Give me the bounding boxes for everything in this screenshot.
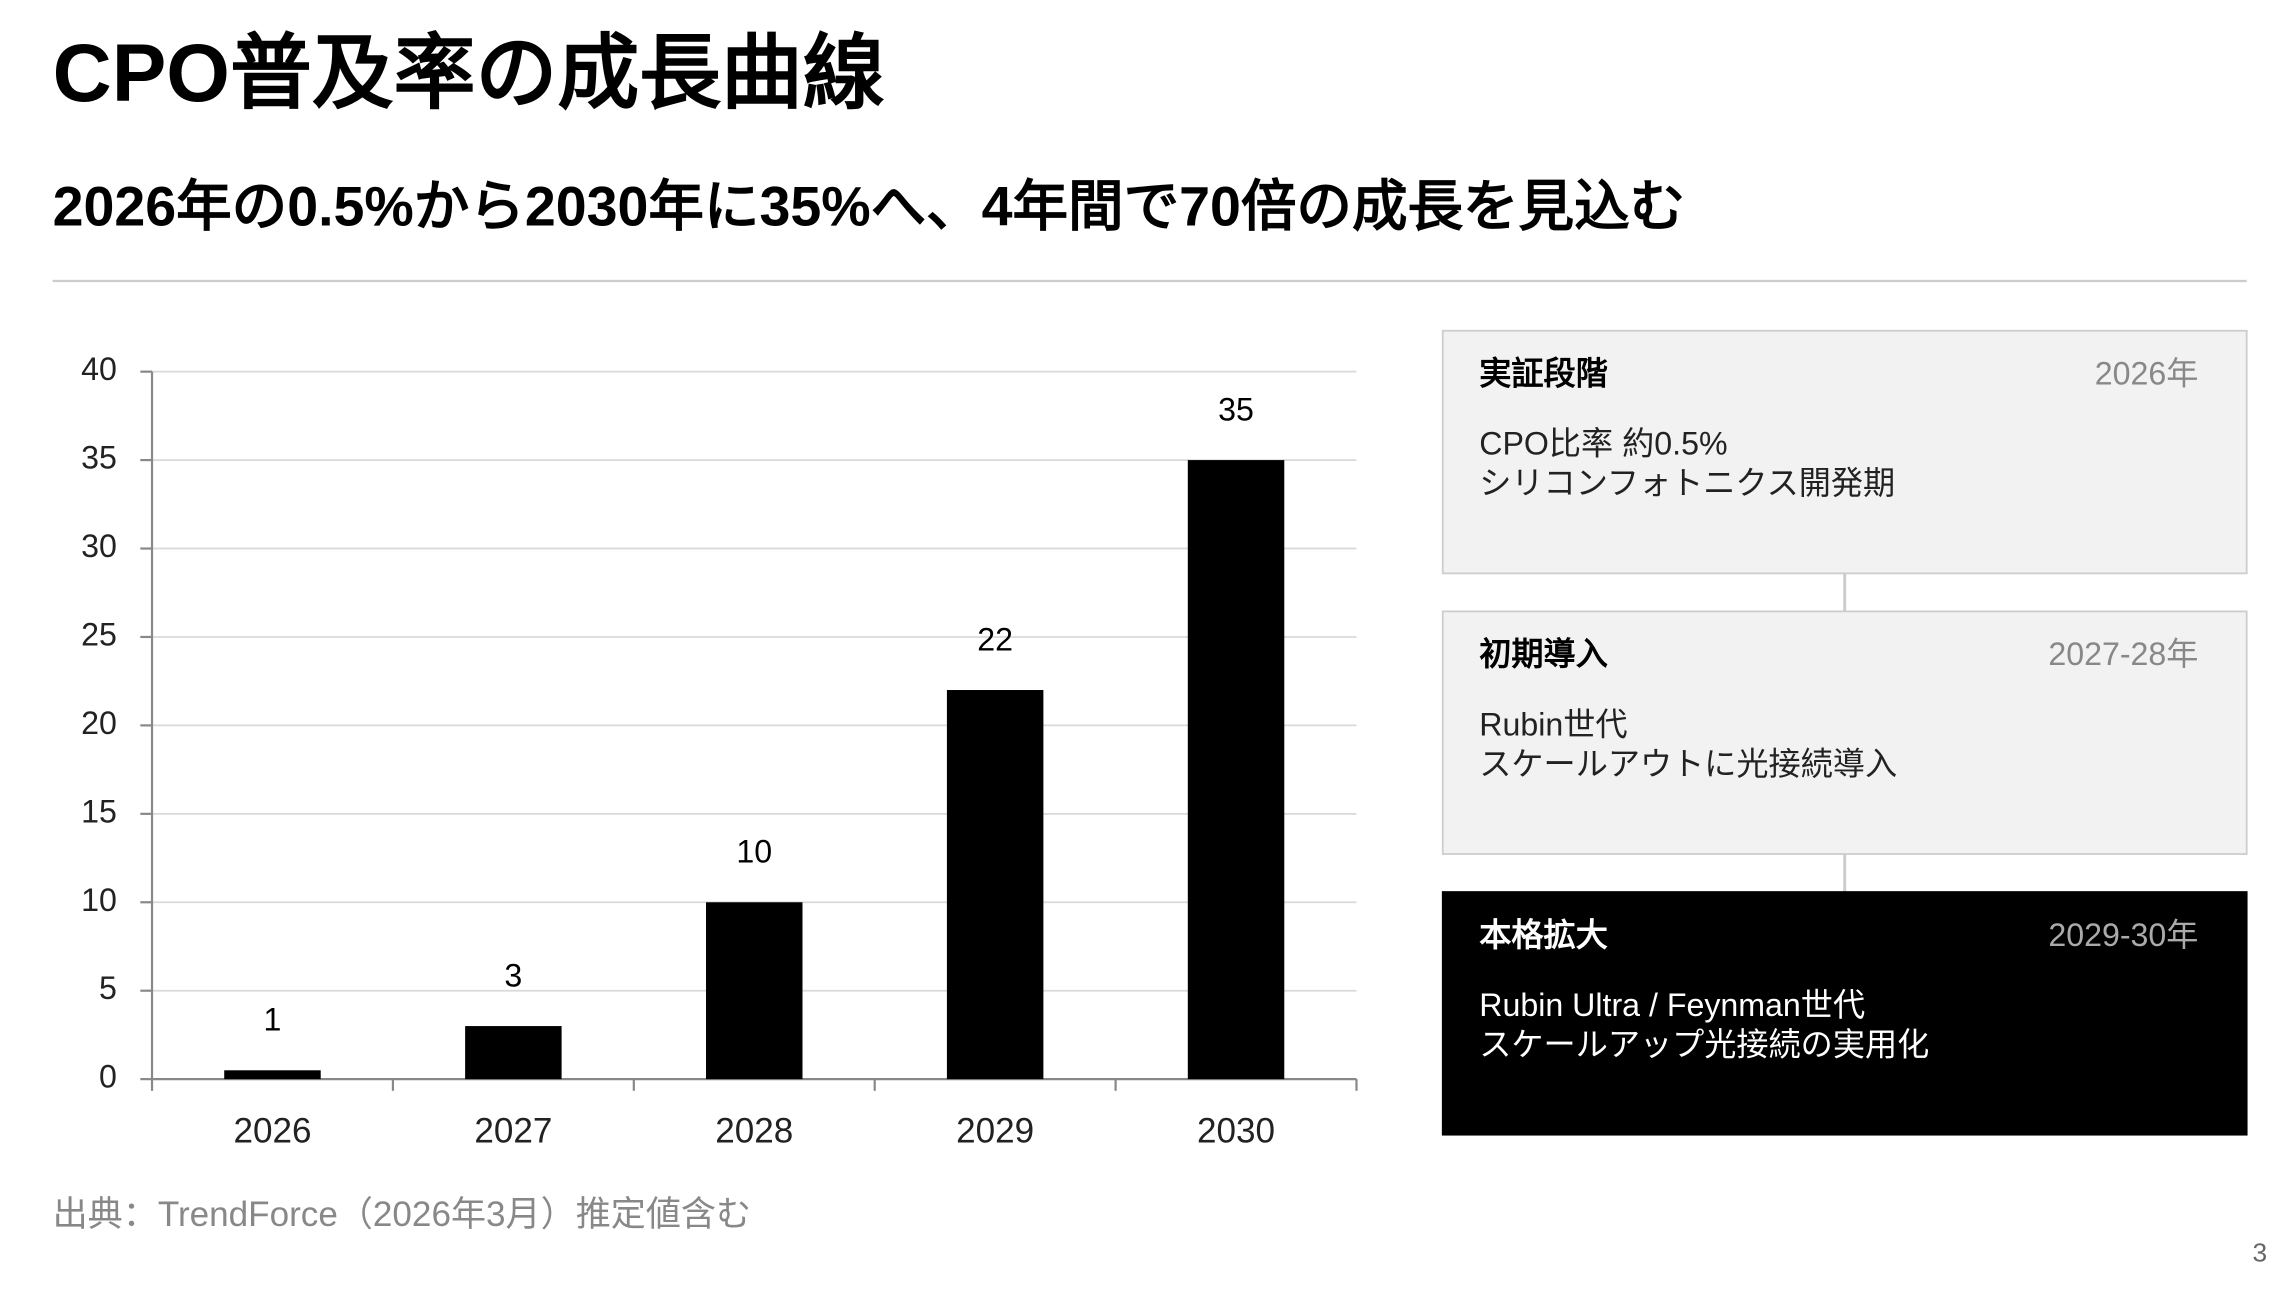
y-tick-label: 15 — [81, 793, 117, 829]
stage-line: シリコンフォトニクス開発期 — [1479, 465, 1895, 501]
y-tick-label: 20 — [81, 705, 117, 741]
x-tick-label: 2030 — [1197, 1111, 1275, 1150]
data-label: 10 — [736, 834, 772, 870]
stage-card — [1441, 891, 2248, 1136]
stage-line: Rubin Ultra / Feynman世代 — [1479, 987, 1865, 1023]
stage-title: 本格拡大 — [1479, 917, 1608, 953]
slide-title: CPO普及率の成長曲線 — [53, 28, 885, 119]
data-label: 3 — [504, 957, 522, 993]
data-label: 1 — [264, 1002, 282, 1038]
stage-line: スケールアップ光接続の実用化 — [1479, 1026, 1929, 1062]
slide-subtitle: 2026年の0.5%から2030年に35%へ、4年間で70倍の成長を見込む — [53, 176, 1686, 238]
bar — [946, 690, 1044, 1080]
bar — [1187, 460, 1285, 1080]
stage-line: スケールアウトに光接続導入 — [1479, 746, 1897, 782]
stage-line: Rubin世代 — [1479, 706, 1627, 742]
x-tick-label: 2026 — [233, 1111, 311, 1150]
stage-period: 2029-30年 — [2048, 917, 2198, 953]
stage-card — [1441, 329, 2248, 575]
stage-title: 初期導入 — [1479, 636, 1608, 672]
y-tick-label: 35 — [81, 440, 117, 476]
stage-title: 実証段階 — [1479, 356, 1608, 392]
data-label: 22 — [977, 621, 1013, 657]
stage-line: CPO比率 約0.5% — [1479, 426, 1727, 462]
x-tick-label: 2027 — [474, 1111, 552, 1150]
stage-period: 2026年 — [2095, 356, 2199, 392]
stage-card — [1441, 610, 2248, 855]
y-tick-label: 30 — [81, 528, 117, 564]
y-tick-label: 40 — [81, 351, 117, 387]
bar — [224, 1070, 321, 1080]
stage-period: 2027-28年 — [2048, 636, 2198, 672]
x-tick-label: 2028 — [715, 1111, 793, 1150]
y-tick-label: 0 — [99, 1059, 117, 1095]
bar — [465, 1026, 562, 1080]
bar — [706, 902, 803, 1080]
data-label: 35 — [1218, 391, 1254, 427]
page-number: 3 — [2253, 1237, 2268, 1267]
y-tick-label: 5 — [99, 970, 117, 1006]
y-tick-label: 10 — [81, 882, 117, 918]
source: 出典：TrendForce（2026年3月）推定値含む — [53, 1195, 751, 1234]
y-tick-label: 25 — [81, 616, 117, 652]
x-tick-label: 2029 — [956, 1111, 1034, 1150]
